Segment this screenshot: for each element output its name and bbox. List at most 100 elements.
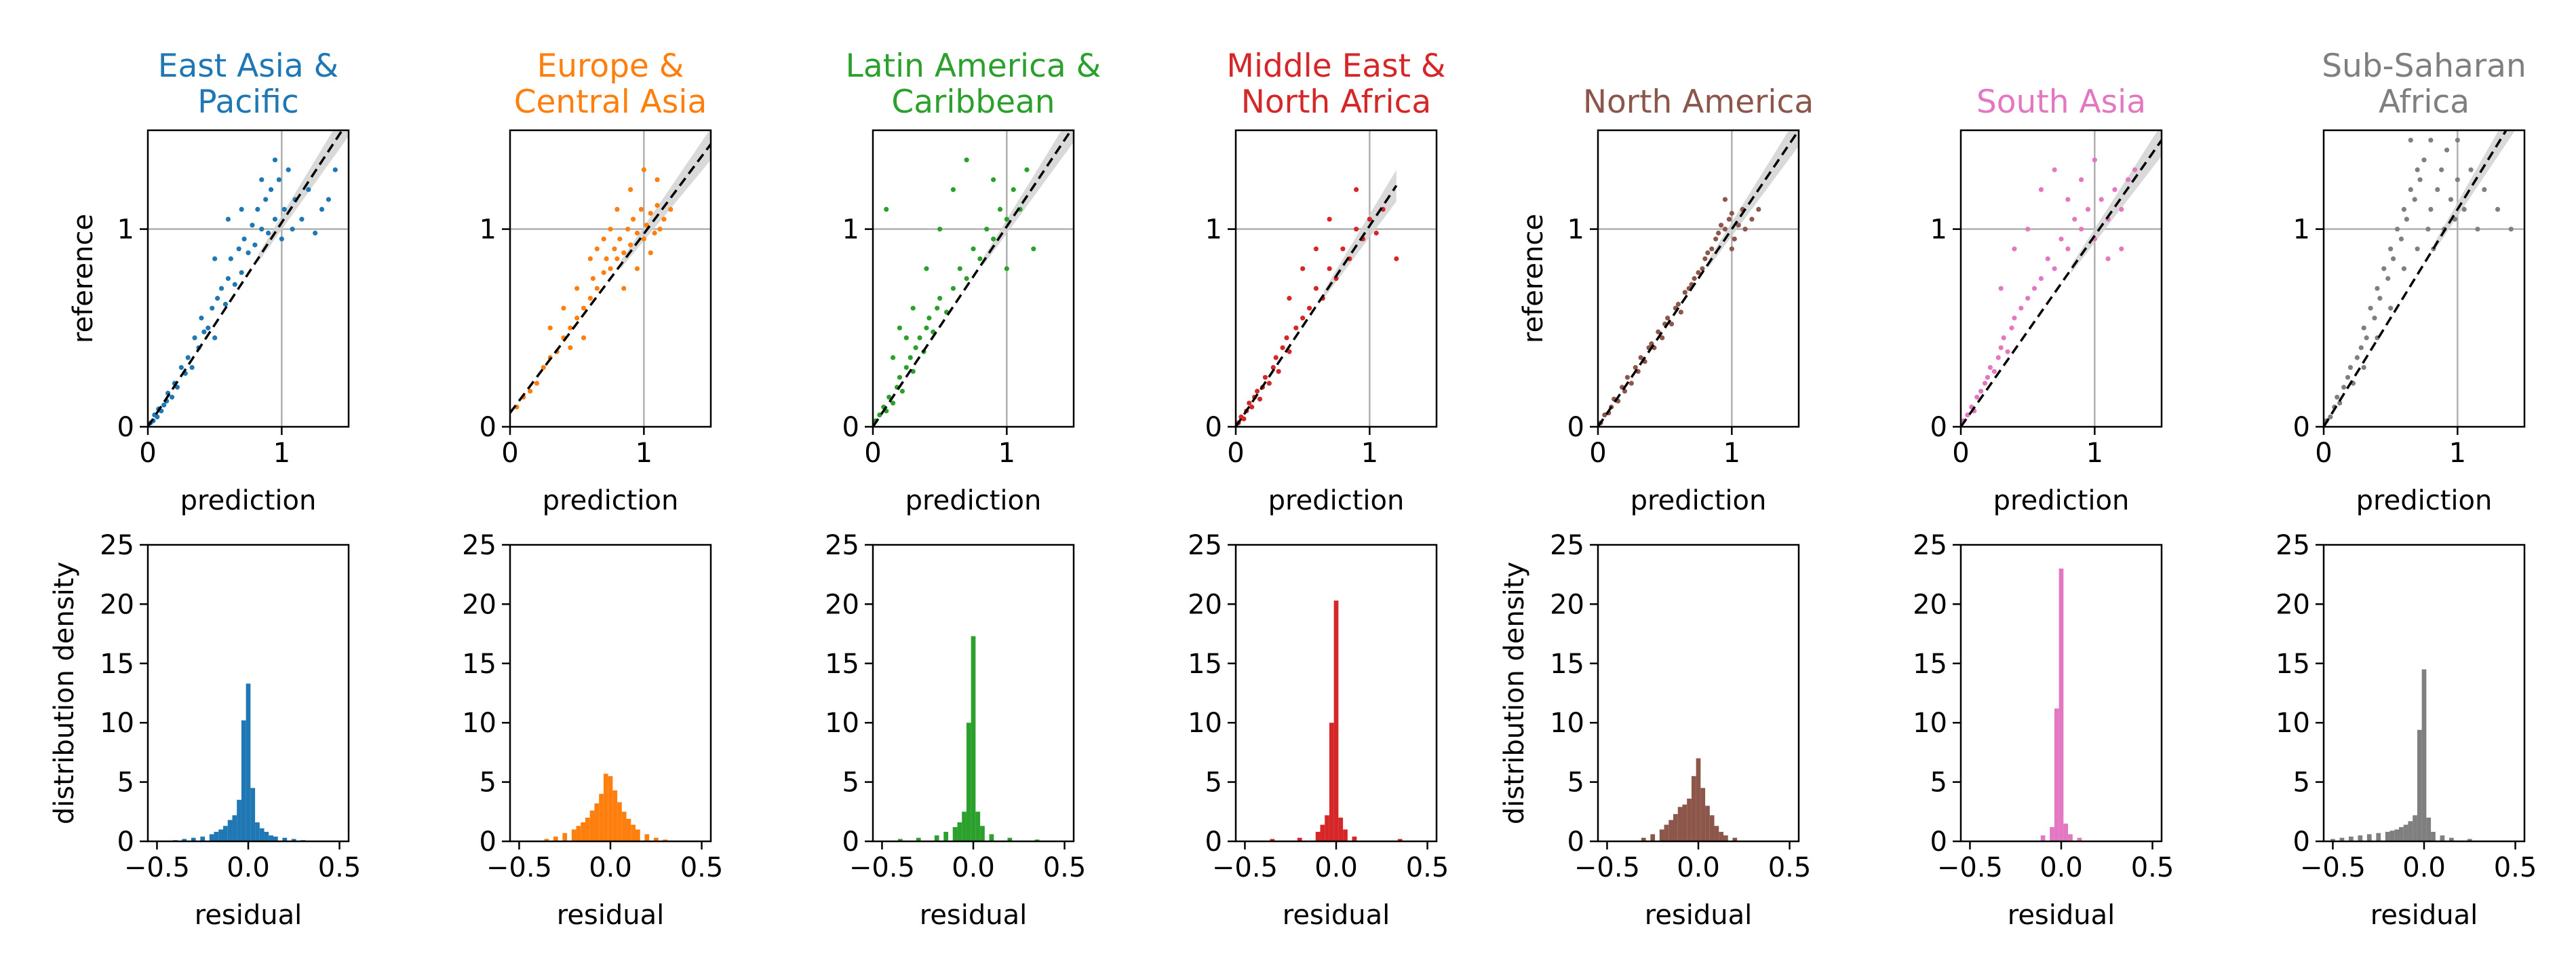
scatter-point [252,242,258,248]
scatter-point [608,227,613,232]
scatter-point [1280,345,1285,351]
x-tick-label: −0.5 [1574,852,1640,883]
scatter-point [210,305,215,311]
scatter-point [899,388,905,394]
y-tick-label: 0 [117,412,134,443]
histogram-bar [589,810,595,841]
scatter-point [259,227,265,232]
scatter-point [644,223,649,228]
axes-frame [2322,129,2526,428]
y-tick-label: 0 [2293,412,2310,443]
scatter-point [614,256,620,261]
histogram-bar [1696,758,1701,841]
scatter-point [212,335,218,341]
scatter-point [2058,236,2064,242]
scatter-point [1722,197,1728,202]
scatter-point [2119,206,2124,212]
y-tick-label: 25 [825,530,859,561]
scatter-point [1273,355,1279,360]
plot-area [873,130,1074,427]
scatter-point [937,296,943,301]
histogram-bar [934,835,939,841]
scatter-point [991,177,996,183]
scatter-point [957,266,962,271]
fit-line [510,143,711,414]
histogram-bar [1691,776,1696,841]
y-tick-label: 10 [1188,708,1222,739]
scatter-point [1287,296,1292,301]
x-tick-label: 0.0 [1677,852,1720,883]
histogram-bar [2330,839,2335,841]
scatter-point [924,266,929,271]
y-tick-label: 0 [1205,412,1222,443]
scatter-point [2408,137,2413,143]
scatter-point [2012,316,2017,321]
histogram-bar [617,802,622,841]
x-tick-label: 0.5 [318,852,362,883]
histogram-bar [273,837,278,841]
histogram-bar [553,837,558,841]
histogram-panel-0: −0.5 0.0 0.5 0 5 10 15 20 25 residual distribution… [49,530,361,931]
histogram-bar [1709,815,1715,841]
y-tick-label: 15 [1188,649,1222,680]
histogram-bar [1338,818,1344,841]
y-tick-label: 1 [1205,214,1222,246]
scatter-point [2401,206,2406,212]
panel-title-line: Middle East & [1226,47,1445,85]
scatter-point [612,246,617,252]
histogram-panel-4: −0.5 0.0 0.5 0 5 10 15 20 25 residual distribution… [1499,530,1811,931]
histogram-bar [1270,839,1275,841]
panel-title-line: Sub-Saharan [2322,47,2526,85]
scatter-point [1327,216,1332,222]
scatter-point [2079,227,2084,232]
scatter-point [199,316,204,321]
scatter-point [2435,187,2440,192]
scatter-point [2415,246,2420,252]
scatter-point [964,275,969,282]
scatter-point [617,236,623,242]
scatter-point [2347,365,2354,370]
scatter-point [222,301,229,307]
scatter-point [2085,206,2091,212]
scatter-point [290,227,295,232]
y-tick-label: 0 [1567,826,1584,858]
y-tick-label: 15 [825,649,859,680]
y-tick-label: 1 [1567,214,1584,246]
y-tick-label: 15 [1913,649,1947,680]
histogram-bar [916,837,921,841]
fit-line [1961,139,2162,427]
histogram-bar [1007,837,1013,841]
scatter-point [886,394,892,400]
scatter-panel-2: Latin America &Caribbean 0 1 0 1 prediction [842,47,1101,516]
y-tick-label: 15 [2276,649,2310,680]
scatter-point [1678,309,1683,315]
histogram-bar [952,827,958,841]
histogram-bar [1664,824,1669,841]
scatter-point [2092,157,2097,163]
x-tick-label: 0.5 [1768,852,1812,883]
scatter-point [2045,256,2050,261]
scatter-point [1293,325,1299,330]
y-tick-label: 0 [842,412,859,443]
y-tick-label: 1 [480,214,496,246]
x-tick-label: 1 [636,438,652,469]
scatter-point [2337,400,2343,406]
scatter-point [634,266,640,271]
histogram-bar [962,811,967,841]
scatter-point [621,250,627,256]
scatter-point [2065,246,2071,252]
y-tick-label: 5 [2293,767,2310,799]
fit-line [1236,185,1398,427]
histogram-bar [1333,600,1339,841]
histogram-bar [1320,824,1325,841]
scatter-point [2031,286,2037,291]
scatter-point [268,187,274,192]
scatter-point [997,206,1003,212]
scatter-point [255,206,260,212]
x-tick-label: −0.5 [2300,852,2366,883]
scatter-point [1004,216,1009,222]
scatter-point [2385,275,2391,282]
y-tick-label: 5 [1930,767,1947,799]
histogram-bar [2077,837,2082,841]
